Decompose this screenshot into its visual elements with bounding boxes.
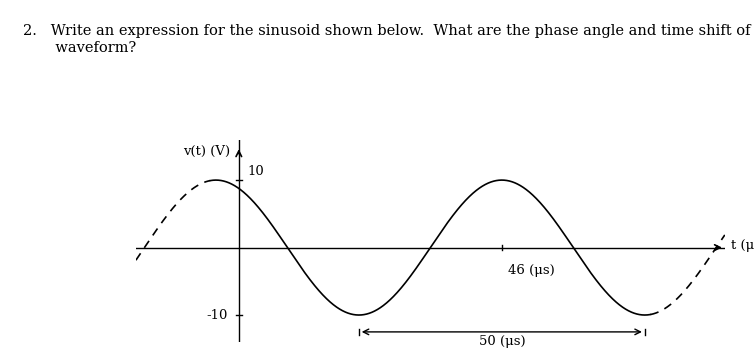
Text: -10: -10 [206, 309, 227, 321]
Text: t (μs): t (μs) [731, 239, 755, 252]
Text: 2.   Write an expression for the sinusoid shown below.  What are the phase angle: 2. Write an expression for the sinusoid … [23, 24, 755, 55]
Text: v(t) (V): v(t) (V) [183, 145, 230, 158]
Text: 46 (μs): 46 (μs) [507, 265, 554, 277]
Text: 10: 10 [248, 165, 264, 178]
Text: 50 (μs): 50 (μs) [479, 335, 525, 348]
